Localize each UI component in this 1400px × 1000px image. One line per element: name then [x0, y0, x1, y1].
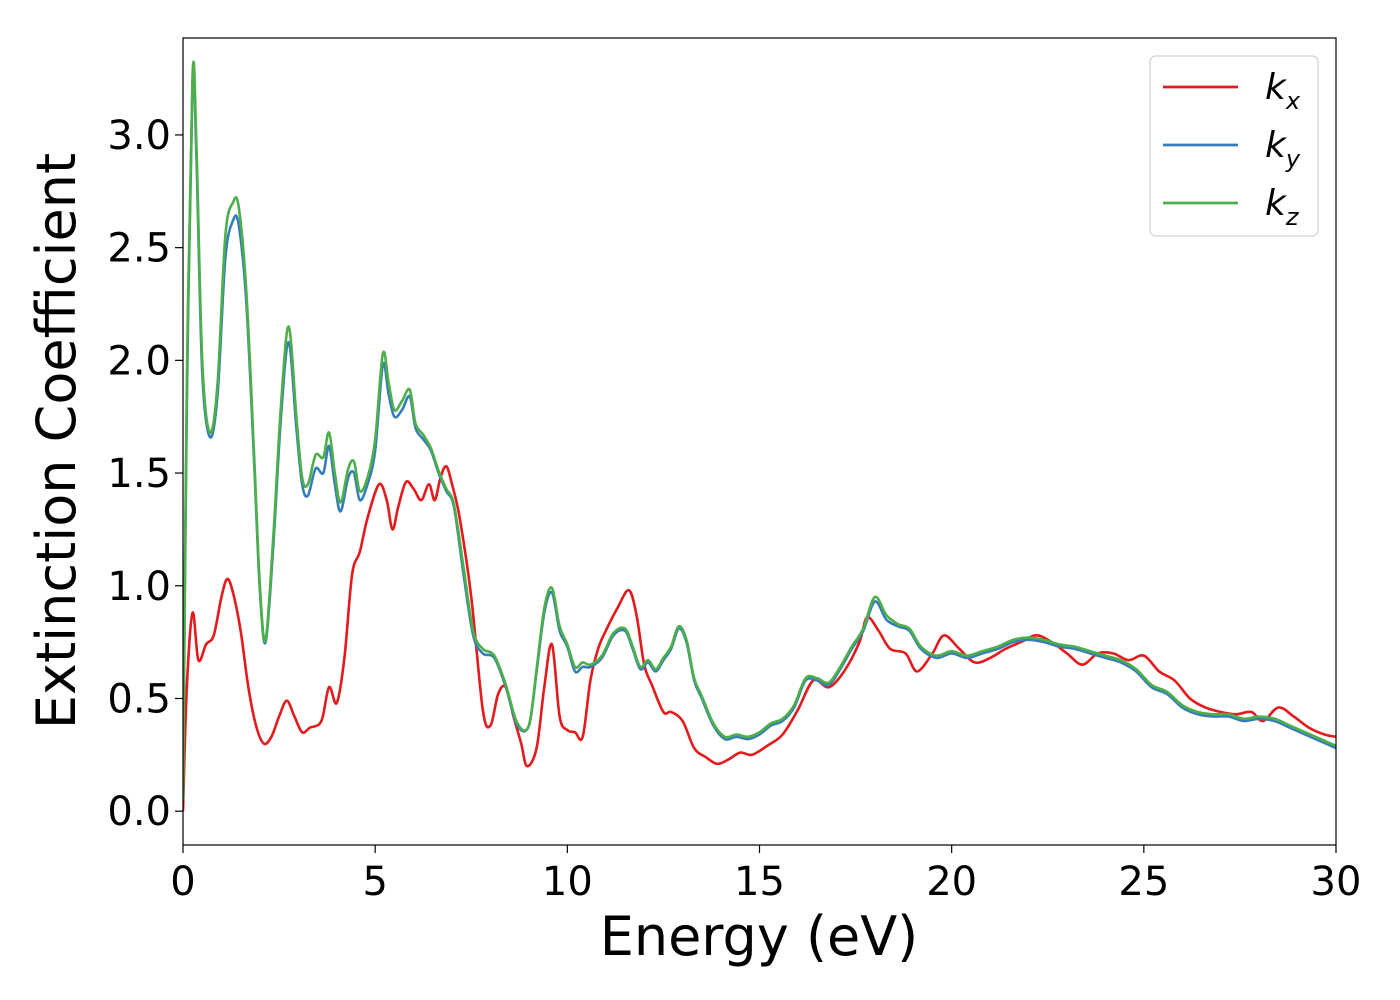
x-tick-label: 25	[1118, 859, 1169, 905]
x-tick-label: 20	[926, 859, 977, 905]
x-tick-label: 15	[734, 859, 785, 905]
y-tick-label: 1.0	[107, 564, 171, 610]
x-axis-title: Energy (eV)	[600, 905, 919, 968]
y-tick-label: 2.0	[107, 338, 171, 384]
legend-label-k-z: kz	[1265, 183, 1300, 231]
y-tick-label: 3.0	[107, 113, 171, 159]
x-tick-label: 0	[170, 859, 195, 905]
y-tick-label: 0.5	[107, 676, 171, 722]
y-tick-label: 0.0	[107, 789, 171, 835]
y-axis-title: Extinction Coefficient	[25, 153, 88, 729]
y-axis: 0.0 0.5 1.0 1.5 2.0 2.5 3.0	[107, 113, 183, 835]
x-tick-label: 10	[542, 859, 593, 905]
x-tick-label: 5	[362, 859, 387, 905]
series-line-k-z	[183, 60, 1336, 800]
y-tick-label: 1.5	[107, 451, 171, 497]
x-axis: 0 5 10 15 20 25 30	[170, 845, 1361, 905]
x-tick-label: 30	[1311, 859, 1362, 905]
y-tick-label: 2.5	[107, 226, 171, 272]
series-layer	[183, 60, 1336, 812]
series-line-k-x	[183, 464, 1336, 812]
